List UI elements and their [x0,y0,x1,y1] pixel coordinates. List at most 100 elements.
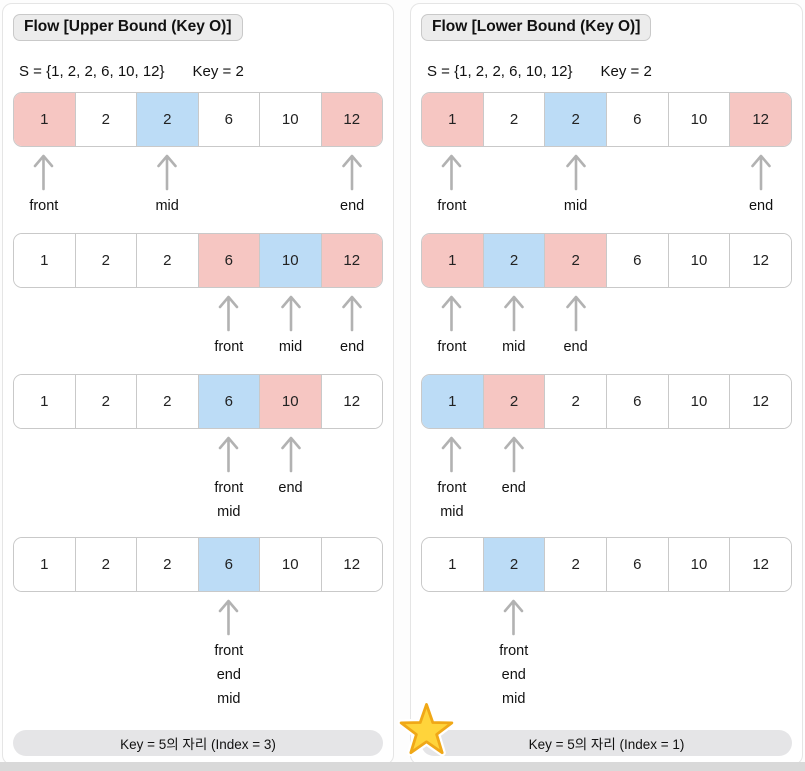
pointer-label: mid [217,691,241,707]
up-arrow-icon [442,436,462,473]
array-cell: 6 [198,375,260,428]
array-cell: 12 [730,538,791,591]
pointer: mid [154,151,180,217]
array-cell: 2 [545,93,608,146]
array-cell: 10 [260,375,322,428]
pointer-label: front [437,339,467,355]
pointer-row: front mid end [421,288,792,374]
key-label: Key = 2 [192,63,244,80]
array-cell: 12 [321,538,382,591]
array-cell: 2 [75,538,137,591]
up-arrow-icon [219,295,239,332]
pointer: mid [563,151,589,217]
array-cell: 1 [422,93,484,146]
array-cell: 12 [321,375,382,428]
array-cell: 10 [260,538,322,591]
array-cell: 6 [607,93,669,146]
array-cell: 6 [198,538,260,591]
key-label: Key = 2 [600,63,652,80]
array-cell: 2 [483,234,546,287]
pointer: front mid [437,433,466,523]
pointer-row: front end mid [13,592,383,722]
array-cell: 2 [483,375,546,428]
pointer: front mid [214,433,243,523]
pointer-label: front [214,643,244,659]
pointer-label: end [748,198,774,214]
pointer-label: front [499,643,529,659]
array-cell: 10 [668,93,731,146]
star-icon [397,700,456,757]
array-cell: 2 [137,375,199,428]
array-row: 1 2 2 6 10 12 [421,92,792,147]
up-arrow-icon [157,154,177,191]
panel-upper-bound: Flow [Upper Bound (Key O)] S = {1, 2, 2, … [2,3,394,765]
up-arrow-icon [503,295,524,332]
up-arrow-icon [280,436,301,473]
set-label: S = {1, 2, 2, 6, 10, 12} [19,63,165,80]
array-cell: 2 [483,93,546,146]
array-row: 1 2 2 6 10 12 [13,233,383,288]
array-cell: 2 [137,93,199,146]
pointer: front [437,151,466,217]
panel-lower-bound: Flow [Lower Bound (Key O)] S = {1, 2, 2, … [410,3,803,765]
array-row: 1 2 2 6 10 12 [13,374,383,429]
array-cell: 12 [730,93,791,146]
array-cell: 2 [75,234,137,287]
array-cell: 2 [545,234,608,287]
pointer-label: front [29,198,59,214]
pointer-row: front mid end [13,429,383,537]
pointer-label: front [437,198,467,214]
array-cell: 10 [668,375,731,428]
panel-title: Flow [Upper Bound (Key O)] [13,14,243,41]
array-cell: 6 [607,234,669,287]
pointer-label: end [501,480,526,496]
set-and-key-line: S = {1, 2, 2, 6, 10, 12} Key = 2 [427,63,792,80]
panel-title: Flow [Lower Bound (Key O)] [421,14,652,41]
pointer-label: end [340,198,365,214]
up-arrow-icon [342,295,362,332]
array-cell: 12 [321,234,382,287]
pointer-row: front mid end [13,288,383,374]
array-cell: 10 [260,93,322,146]
pointer-label: front [437,480,467,496]
array-row: 1 2 2 6 10 12 [421,233,792,288]
pointer-row: front mid end [421,429,792,537]
array-cell: 10 [260,234,322,287]
array-cell: 2 [137,234,199,287]
array-cell: 10 [668,538,731,591]
pointer-label: end [278,480,303,496]
pointer: front [214,292,243,358]
pointer: end [563,292,589,358]
array-cell: 1 [422,538,484,591]
up-arrow-icon [280,295,301,332]
array-row: 1 2 2 6 10 12 [421,537,792,592]
pointer: front [437,292,466,358]
pointer: mid [501,292,527,358]
array-cell: 2 [545,538,608,591]
bottom-strip [0,762,805,771]
result-pill: Key = 5의 자리 (Index = 3) [13,730,383,756]
array-cell: 1 [422,375,484,428]
pointer-label: mid [502,339,526,355]
array-cell: 2 [545,375,608,428]
up-arrow-icon [503,436,524,473]
set-label: S = {1, 2, 2, 6, 10, 12} [427,63,573,80]
pointer-label: end [501,667,526,683]
up-arrow-icon [219,436,239,473]
array-cell: 1 [14,93,76,146]
array-cell: 6 [198,234,260,287]
pointer-label: front [214,480,244,496]
pointer-row: front end mid [421,592,792,722]
pointer-label: mid [278,339,303,355]
array-cell: 2 [137,538,199,591]
array-cell: 1 [14,538,76,591]
pointer: end [339,292,365,358]
array-cell: 6 [607,375,669,428]
set-and-key-line: S = {1, 2, 2, 6, 10, 12} Key = 2 [19,63,383,80]
pointer-label: end [563,339,588,355]
up-arrow-icon [503,599,524,636]
pointer: mid [278,292,304,358]
pointer: end [748,151,774,217]
pointer-label: end [216,667,241,683]
